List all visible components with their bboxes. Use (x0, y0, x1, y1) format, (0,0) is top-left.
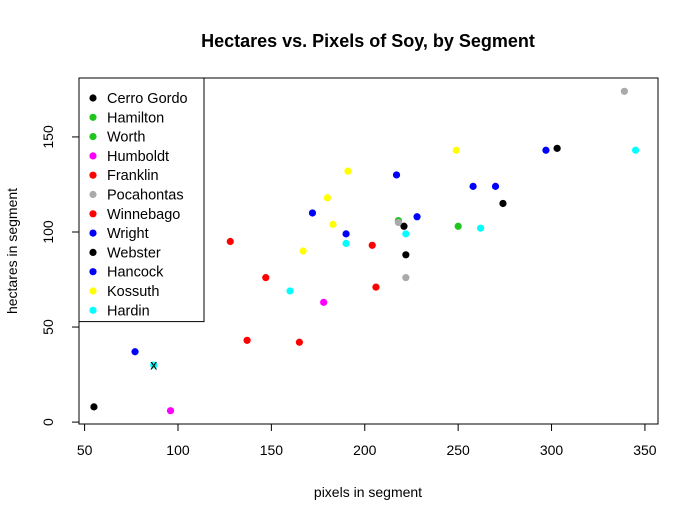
data-point (262, 274, 270, 282)
legend-label: Humboldt (107, 149, 169, 165)
data-point (553, 144, 561, 152)
data-point (243, 336, 251, 344)
y-tick-label: 0 (40, 418, 56, 426)
data-point (631, 146, 640, 154)
data-point (308, 209, 317, 217)
legend-label: Winnebago (107, 207, 180, 223)
data-point (342, 230, 350, 238)
legend-label: Worth (107, 130, 145, 146)
y-tick-label: 50 (40, 319, 56, 335)
y-axis: 0 50 100 150 (40, 125, 80, 426)
x-tick-label: 100 (166, 442, 190, 458)
legend-marker (89, 94, 97, 102)
data-point (342, 239, 350, 247)
legend-label: Hancock (107, 265, 164, 281)
legend-marker (89, 210, 97, 218)
data-point (491, 182, 500, 190)
y-axis-label: hectares in segment (4, 188, 20, 314)
legend-label: Franklin (107, 168, 159, 184)
data-point (286, 287, 294, 295)
x-tick-label: 350 (633, 442, 657, 458)
data-point (226, 237, 234, 246)
data-point (499, 199, 507, 208)
legend-marker (89, 113, 97, 121)
data-point (166, 407, 175, 415)
data-point (476, 224, 485, 232)
data-point (90, 403, 98, 411)
legend-marker (89, 190, 97, 199)
x-tick-label: 300 (540, 442, 564, 458)
data-point (542, 146, 550, 154)
data-point (413, 213, 421, 221)
legend-label: Pocahontas (107, 188, 184, 204)
legend-label: Webster (107, 245, 161, 261)
data-point (469, 182, 477, 190)
data-point (295, 338, 303, 346)
data-point (454, 222, 462, 230)
data-point (402, 274, 410, 282)
x-tick-label: 250 (446, 442, 470, 458)
data-point (329, 220, 337, 228)
legend-label: Hardin (107, 303, 150, 319)
data-point (368, 241, 376, 249)
data-points (90, 87, 640, 415)
legend-box (78, 77, 205, 323)
legend: Cerro Gordo Hamilton Worth Humboldt Franklin… (78, 77, 205, 323)
y-tick-label: 100 (40, 220, 56, 244)
data-point (402, 230, 410, 238)
data-point (131, 348, 139, 356)
chart-title: Hectares vs. Pixels of Soy, by Segment (201, 31, 535, 51)
x-tick-label: 50 (77, 442, 93, 458)
legend-label: Hamilton (107, 110, 164, 126)
legend-label: Wright (107, 226, 149, 242)
data-point (344, 167, 352, 175)
data-point (150, 361, 158, 369)
data-point (402, 251, 410, 259)
data-point (372, 283, 380, 291)
legend-marker (89, 268, 97, 276)
legend-marker (89, 248, 97, 256)
data-point (620, 87, 628, 95)
x-tick-label: 200 (353, 442, 377, 458)
annotation-label: x (150, 357, 157, 373)
legend-label: Kossuth (107, 284, 159, 300)
x-tick-label: 150 (260, 442, 284, 458)
data-point (400, 222, 408, 230)
legend-marker (89, 306, 97, 314)
annotations: x (150, 357, 158, 373)
data-point (320, 298, 328, 306)
legend-marker (89, 133, 97, 141)
data-point (452, 146, 460, 154)
x-axis: 50 100 150 200 250 300 350 (77, 423, 657, 458)
legend-marker (89, 171, 97, 179)
data-point (299, 247, 307, 255)
data-point (323, 194, 332, 202)
y-tick-label: 150 (40, 125, 56, 149)
legend-marker (89, 152, 97, 160)
x-axis-label: pixels in segment (314, 484, 422, 500)
legend-label: Cerro Gordo (107, 91, 188, 107)
data-point (392, 171, 401, 179)
legend-marker (89, 229, 97, 237)
data-point (394, 218, 402, 227)
legend-marker (89, 287, 97, 295)
